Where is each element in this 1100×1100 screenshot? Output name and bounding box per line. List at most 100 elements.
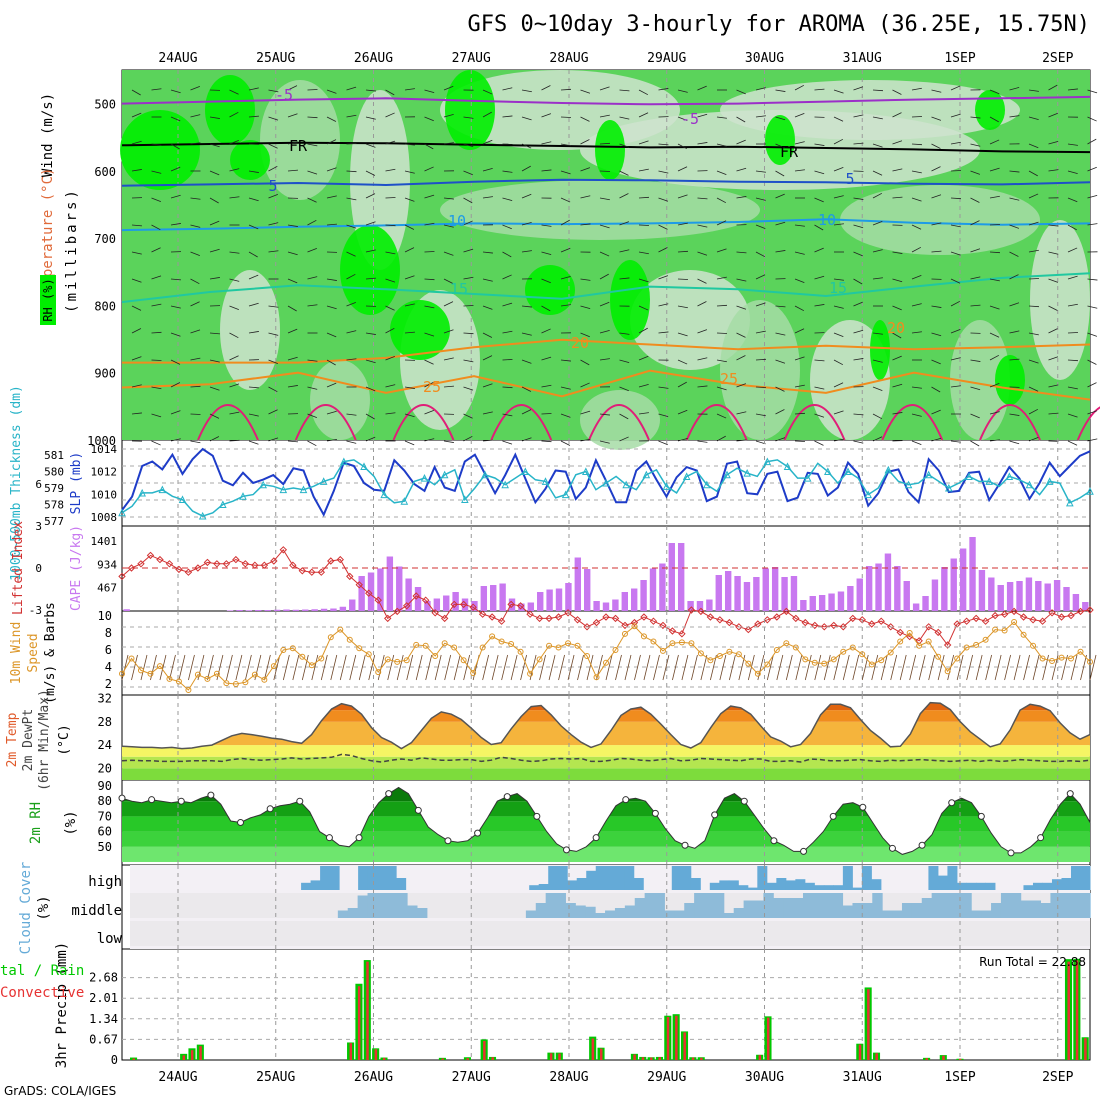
y-tick-left: 6 bbox=[35, 478, 42, 491]
thickness-marker bbox=[783, 462, 792, 471]
wind-marker bbox=[1058, 654, 1065, 661]
precip-conv-bar bbox=[441, 1058, 444, 1060]
y-tick: 80 bbox=[98, 794, 112, 808]
wind-barb bbox=[502, 170, 513, 173]
wind-barb bbox=[931, 194, 942, 199]
wind-marker bbox=[992, 626, 999, 633]
cape-bar bbox=[781, 577, 788, 611]
wind-barb bbox=[989, 383, 1000, 388]
wind-barb bbox=[794, 224, 805, 227]
wind-barb bbox=[307, 143, 318, 147]
cloud-bar bbox=[795, 879, 806, 890]
li-marker bbox=[421, 596, 430, 604]
wind-barb bbox=[541, 251, 552, 255]
wind-barb bbox=[872, 436, 883, 442]
wind-barb bbox=[521, 437, 532, 442]
wind-barb bbox=[424, 359, 434, 365]
cape-bar bbox=[809, 596, 816, 611]
wind-barb bbox=[853, 197, 864, 200]
wind-barb bbox=[326, 116, 337, 122]
li-marker bbox=[716, 616, 724, 624]
wind-barb bbox=[151, 170, 162, 174]
ylabel-speed: Speed bbox=[26, 633, 41, 672]
wind-marker bbox=[944, 668, 951, 675]
wind-barb bbox=[931, 359, 941, 365]
wind-barb bbox=[326, 89, 337, 94]
wind-barb bbox=[1087, 195, 1098, 199]
y-axis-label: 3hr Precip (mm) bbox=[54, 942, 70, 1068]
wind-barb bbox=[716, 413, 727, 419]
wind-marker bbox=[593, 674, 600, 681]
wind-barb bbox=[1067, 197, 1078, 203]
wind-barb bbox=[170, 438, 181, 442]
date-label: 27AUG bbox=[452, 1070, 491, 1085]
rh-shading bbox=[580, 390, 660, 450]
wind-barb bbox=[697, 385, 708, 388]
wind-barb bbox=[716, 359, 727, 363]
wind-barb bbox=[346, 197, 357, 201]
wind-barb bbox=[229, 89, 239, 95]
wind-barb bbox=[899, 654, 907, 681]
wind-barb bbox=[131, 278, 142, 283]
wind-barb bbox=[677, 381, 687, 388]
wind-marker bbox=[270, 663, 277, 670]
wind-barb bbox=[521, 305, 532, 308]
wind-barb bbox=[794, 328, 805, 334]
precip-conv-bar bbox=[641, 1057, 645, 1060]
wind-marker bbox=[470, 669, 477, 676]
wind-barb bbox=[599, 142, 611, 145]
rh-marker bbox=[266, 805, 274, 813]
li-marker bbox=[146, 551, 155, 560]
cape-bar bbox=[537, 592, 544, 611]
wind-marker bbox=[137, 667, 144, 674]
wind-barb bbox=[970, 197, 980, 203]
wind-barb bbox=[989, 332, 1000, 338]
thickness-marker bbox=[844, 467, 852, 475]
wind-barb bbox=[287, 251, 298, 256]
rh-shading bbox=[260, 80, 340, 200]
wind-barb bbox=[794, 141, 805, 145]
cloud-bar bbox=[633, 878, 644, 890]
wind-barb bbox=[833, 223, 844, 226]
wind-barb bbox=[443, 142, 454, 145]
wind-barb bbox=[463, 197, 473, 204]
wind-barb bbox=[1009, 87, 1020, 91]
wind-barb bbox=[482, 439, 493, 442]
li-marker bbox=[934, 628, 942, 637]
wind-marker bbox=[175, 678, 182, 685]
wind-barb bbox=[292, 654, 300, 681]
cape-bar bbox=[837, 591, 845, 611]
wind-barb bbox=[365, 332, 376, 335]
cloud-bar bbox=[961, 893, 972, 918]
li-marker bbox=[706, 613, 715, 621]
cloud-bar bbox=[1023, 885, 1034, 890]
wind-barb bbox=[425, 654, 433, 681]
wind-barb bbox=[406, 654, 414, 681]
wind-barb bbox=[349, 654, 357, 681]
wind-barb bbox=[638, 112, 649, 118]
wind-barb bbox=[599, 273, 609, 280]
rh-marker bbox=[355, 834, 363, 842]
cloud-bar bbox=[567, 880, 578, 890]
cloud-bar bbox=[785, 880, 796, 890]
wind-barb bbox=[833, 278, 844, 281]
cloud-bar bbox=[674, 910, 685, 918]
wind-barb bbox=[619, 436, 629, 442]
li-marker bbox=[156, 555, 164, 564]
wind-marker bbox=[1068, 655, 1075, 662]
thickness-marker bbox=[703, 480, 711, 489]
y-tick: 6 bbox=[105, 643, 112, 657]
wind-barb bbox=[1089, 654, 1097, 681]
wind-barb bbox=[814, 224, 824, 231]
cape-lifted-panel: -3 0 3 6 467 934 1401 Lifted Index CAPE (J/kg) bbox=[11, 478, 1094, 649]
wind-marker bbox=[849, 644, 856, 651]
wind-barb bbox=[1009, 251, 1019, 257]
ylabel-unit: (m/s) & Barbs bbox=[43, 602, 58, 704]
wind-barb bbox=[424, 381, 434, 388]
wind-barb bbox=[580, 167, 591, 172]
wind-marker bbox=[745, 660, 752, 667]
wind-barb bbox=[385, 140, 396, 145]
rh-high bbox=[340, 225, 400, 315]
wind-barb bbox=[970, 248, 981, 253]
wind-barb bbox=[1067, 143, 1078, 146]
